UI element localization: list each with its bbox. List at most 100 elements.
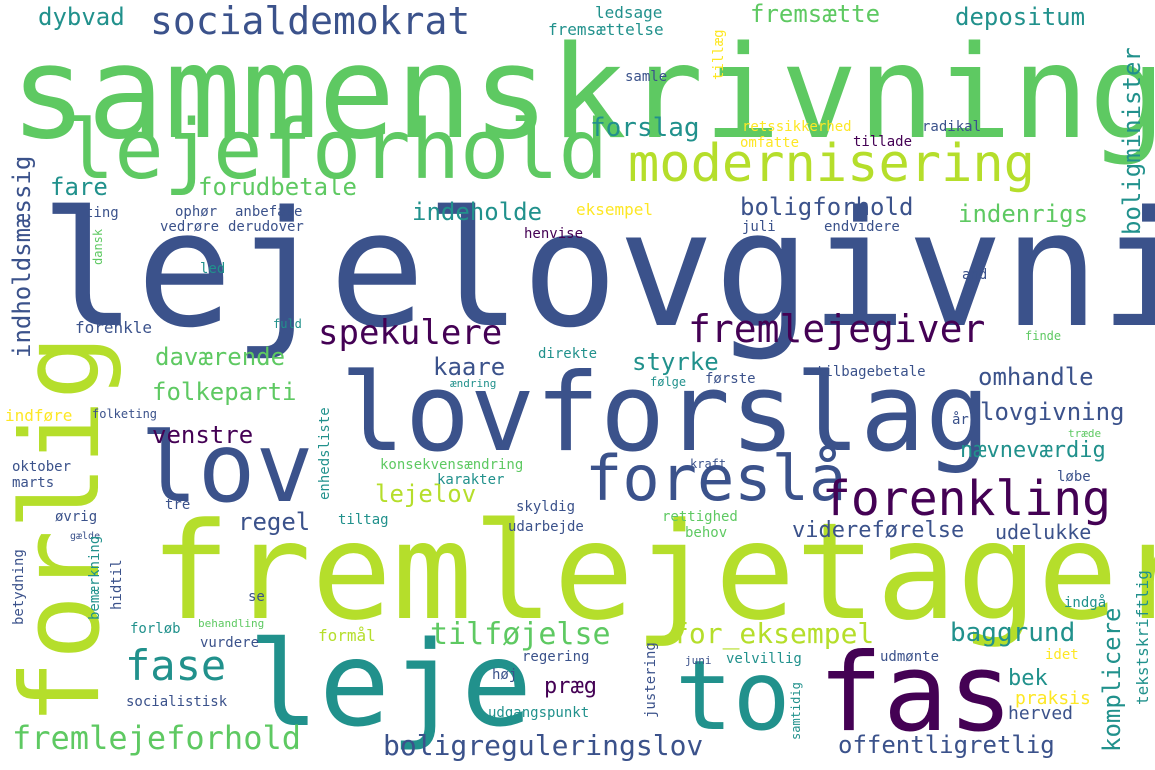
word: eksempel (576, 200, 654, 219)
word: boligforhold (740, 193, 914, 221)
word: socialistisk (126, 694, 228, 710)
word: direkte (538, 346, 598, 362)
word: kaare (433, 353, 506, 381)
word: samtidig (789, 682, 803, 740)
word: tillæg (711, 29, 727, 80)
word: henvise (524, 226, 584, 242)
word: enhedsliste (317, 407, 333, 500)
word: ophør (175, 204, 218, 220)
word: komplicere (1098, 607, 1126, 753)
word: herved (1008, 703, 1074, 724)
word: lov (140, 412, 314, 524)
word: nævneværdig (960, 438, 1106, 463)
word: endvidere (824, 219, 900, 235)
word: samle (625, 69, 668, 85)
word: behandling (198, 617, 265, 630)
word: justering (643, 642, 659, 718)
word: tre (165, 497, 191, 513)
word: forudbetale (198, 173, 357, 201)
word: år (952, 412, 969, 428)
word: foreslå (585, 442, 847, 515)
word: folkeparti (152, 378, 297, 406)
word: bemærkning (87, 535, 103, 620)
word: forenkling (822, 471, 1111, 527)
word: rettighed (662, 509, 738, 525)
word: regel (238, 508, 311, 536)
word: forlig (0, 334, 124, 725)
word: daværende (155, 343, 286, 371)
word: idet (1045, 647, 1079, 663)
word: tilføjelse (430, 617, 611, 652)
word: videreførelse (792, 518, 965, 543)
word: sammenskrivning (10, 19, 1155, 168)
word: fremsættelse (548, 20, 664, 39)
word: omhandle (978, 363, 1094, 391)
word: to (675, 640, 791, 752)
word: høj (492, 667, 518, 683)
word: forslag (590, 113, 700, 143)
word: lejeforhold (65, 103, 609, 198)
word: and (962, 267, 988, 283)
word: regering (522, 649, 590, 665)
word: gælde (70, 531, 101, 542)
word: lovforslag (340, 351, 991, 476)
word: lejelov (375, 480, 477, 508)
word: spekulere (318, 313, 503, 353)
word: tilbagebetale (816, 364, 926, 380)
word: indgå (1064, 595, 1107, 611)
word: træde (1068, 427, 1102, 440)
word: formål (318, 626, 376, 645)
word: derudover (228, 219, 304, 235)
word: venstre (152, 421, 254, 449)
word: fremlejegiver (688, 307, 986, 351)
word: omfatte (740, 135, 800, 151)
word: vedrøre (160, 219, 220, 235)
word: anbefale (235, 204, 303, 220)
word: led (200, 261, 226, 277)
word: ledsage (595, 3, 663, 22)
word: fuld (273, 317, 302, 331)
word: første (705, 371, 756, 387)
word: udarbejde (508, 519, 584, 535)
word: fare (50, 173, 108, 201)
word: offentligretlig (838, 731, 1055, 759)
word: ændring (450, 377, 497, 390)
word: indføre (5, 406, 73, 425)
word: fase (125, 641, 227, 690)
word: indeholde (412, 198, 543, 226)
word: ting (85, 205, 119, 221)
word: folketing (92, 407, 158, 421)
word: boligreguleringslov (383, 729, 704, 762)
word: dybvad (38, 3, 125, 31)
word: radikal (922, 119, 982, 135)
word: udelukke (995, 520, 1092, 544)
word: tekstskriftlig (1133, 570, 1152, 705)
word: følge (650, 375, 687, 389)
word: fas (818, 631, 1014, 756)
word: fremlejeforhold (12, 719, 301, 757)
word: leje (248, 615, 533, 753)
word: retssikkerhed (742, 119, 852, 135)
word: præg (544, 674, 597, 699)
word: velvillig (726, 651, 802, 667)
word: fremlejetager (150, 494, 1155, 650)
word: praksis (1015, 688, 1091, 709)
word: for_eksempel (672, 617, 875, 650)
word: marts (12, 475, 55, 491)
word: boligminister (1118, 47, 1146, 235)
word: baggrund (950, 618, 1076, 648)
word: udmønte (880, 649, 940, 665)
word: indholdsmæssig (8, 155, 36, 358)
word: juni (685, 654, 712, 667)
word: modernisering (628, 134, 1035, 194)
word: finde (1025, 329, 1062, 343)
word: karakter (437, 472, 505, 488)
word: hidtil (109, 559, 125, 610)
word: forenkle (75, 318, 153, 337)
word: oktober (12, 459, 72, 475)
word: depositum (955, 3, 1086, 31)
word: tillade (853, 134, 913, 150)
word: udgangspunkt (488, 705, 590, 721)
word: styrke (632, 348, 719, 376)
